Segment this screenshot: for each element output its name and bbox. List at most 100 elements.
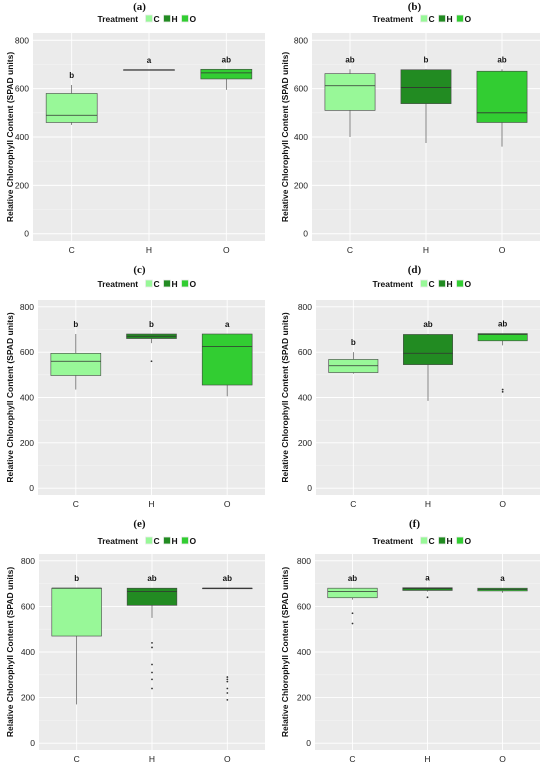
x-tick-label: C <box>349 754 355 763</box>
outlier-point <box>226 692 229 694</box>
box-plot-C: b <box>50 320 102 390</box>
legend-key-label: C <box>429 536 435 546</box>
outlier-point <box>226 687 229 690</box>
x-tick-label: H <box>423 245 429 255</box>
significance-letter: b <box>351 338 356 347</box>
y-axis-label: Relative Chlorophyll Content (SPAD units… <box>5 567 15 737</box>
legend-key-swatch <box>420 279 428 288</box>
box-iqr <box>476 70 528 123</box>
legend-key-swatch <box>420 14 428 23</box>
legend-key-swatch <box>456 279 464 288</box>
legend-key-label: C <box>154 14 160 24</box>
significance-letter: a <box>425 574 430 583</box>
legend-key-swatch <box>438 279 446 288</box>
box-plot-H: b <box>400 55 452 144</box>
legend-key-swatch <box>438 536 446 545</box>
legend-key-swatch <box>438 14 446 23</box>
y-tick-label: 800 <box>20 302 34 312</box>
significance-letter: a <box>500 574 505 583</box>
outlier-point <box>226 680 229 683</box>
y-tick-label: 0 <box>30 738 35 748</box>
legend-key-label: H <box>172 14 178 24</box>
box-plot-O: ab <box>202 574 253 701</box>
legend-key-swatch <box>163 536 171 545</box>
legend-key-swatch <box>181 536 189 545</box>
y-axis-label: Relative Chlorophyll Content (SPAD units… <box>280 52 290 222</box>
box-iqr <box>200 68 253 80</box>
x-tick-label: O <box>499 245 506 255</box>
panel-label: (d) <box>408 264 422 276</box>
y-tick-label: 200 <box>15 180 29 190</box>
box-plot-C: ab <box>327 574 378 625</box>
legend-key-label: C <box>429 14 435 24</box>
legend-key-swatch <box>145 536 153 545</box>
y-tick-label: 800 <box>294 35 308 45</box>
box-iqr <box>324 73 376 111</box>
legend-key-label: H <box>172 279 178 289</box>
legend-key-label: O <box>465 279 472 289</box>
outlier-point <box>151 671 153 674</box>
legend: Treatment C H O <box>373 14 472 24</box>
x-tick-label: C <box>69 245 75 255</box>
y-tick-label: 400 <box>15 132 29 142</box>
legend-key-label: H <box>447 536 453 546</box>
box-plot-O: ab <box>200 55 253 90</box>
legend-key-label: C <box>154 279 160 289</box>
legend-title: Treatment <box>98 536 139 546</box>
significance-letter: ab <box>348 574 357 583</box>
legend-key-swatch <box>420 536 428 545</box>
chart-panel: (b) Treatment C H O 0 200 400 600 800 C H O Relative … <box>275 0 550 255</box>
significance-letter: ab <box>223 574 232 583</box>
significance-letter: b <box>424 55 429 64</box>
legend-key-label: H <box>447 279 453 289</box>
box-plot-H: a <box>123 56 175 71</box>
outlier-point <box>151 687 153 690</box>
box-iqr <box>400 69 452 104</box>
chart-svg: (c) Treatment C H O 0 200 400 600 800 C H O Relative … <box>5 264 265 509</box>
y-tick-label: 600 <box>15 84 29 94</box>
chart-panel: (c) Treatment C H O 0 200 400 600 800 C H O Relative … <box>0 255 275 509</box>
chart-panel: (f) Treatment C H O 0 200 400 600 800 C H O Relative … <box>275 512 550 763</box>
y-tick-label: 200 <box>297 693 311 703</box>
box-plot-C: b <box>328 338 379 374</box>
box-plot-O: a <box>477 574 528 593</box>
legend-key-swatch <box>145 279 153 288</box>
significance-letter: ab <box>222 55 231 64</box>
panel-label: (a) <box>133 1 146 13</box>
legend: Treatment C H O <box>98 279 197 289</box>
legend-title: Treatment <box>373 14 414 24</box>
y-tick-label: 400 <box>298 393 312 403</box>
x-tick-label: O <box>223 245 230 255</box>
chart-svg: (f) Treatment C H O 0 200 400 600 800 C H O Relative … <box>280 518 540 763</box>
box-iqr <box>477 333 528 342</box>
chart-svg: (d) Treatment C H O 0 200 400 600 800 C H O Relative … <box>280 264 540 509</box>
legend: Treatment C H O <box>373 536 472 546</box>
legend-key-label: O <box>190 14 197 24</box>
legend-key-label: C <box>429 279 435 289</box>
y-tick-label: 200 <box>21 693 35 703</box>
x-tick-label: H <box>425 499 431 509</box>
x-tick-label: H <box>146 245 152 255</box>
chart-panel: (a) Treatment C H O 0 200 400 600 800 C H O Relative … <box>0 0 275 255</box>
significance-letter: b <box>149 320 154 329</box>
significance-letter: b <box>73 320 78 329</box>
significance-letter: b <box>69 71 74 80</box>
legend-title: Treatment <box>98 14 139 24</box>
significance-letter: a <box>147 56 152 65</box>
y-tick-label: 400 <box>294 132 308 142</box>
legend-title: Treatment <box>98 279 139 289</box>
x-tick-label: C <box>74 754 80 763</box>
y-tick-label: 800 <box>15 35 29 45</box>
y-tick-label: 200 <box>294 180 308 190</box>
box-plot-O: ab <box>477 320 528 393</box>
box-plot-C: b <box>45 71 98 125</box>
box-plot-O: a <box>201 320 253 397</box>
legend-key-swatch <box>181 279 189 288</box>
legend-key-label: O <box>190 536 197 546</box>
panel-label: (e) <box>133 518 146 530</box>
outlier-point <box>426 596 429 599</box>
panel-label: (f) <box>409 518 420 530</box>
y-tick-label: 0 <box>307 483 312 493</box>
y-tick-label: 0 <box>303 229 308 239</box>
y-tick-label: 600 <box>294 84 308 94</box>
